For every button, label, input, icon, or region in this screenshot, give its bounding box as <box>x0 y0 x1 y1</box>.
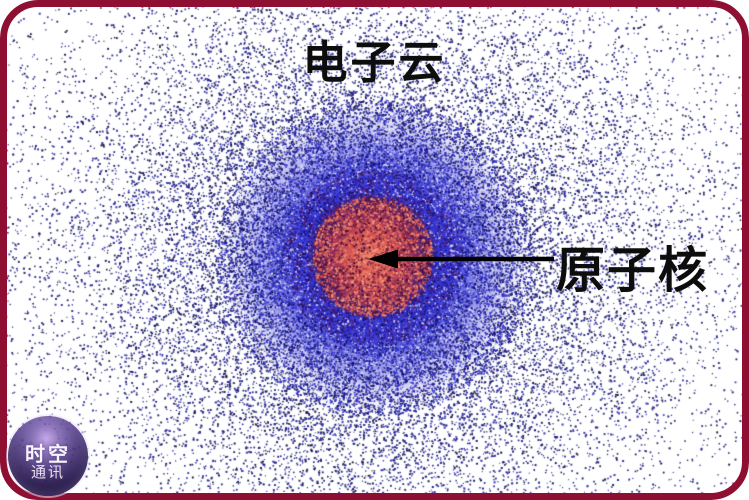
watermark-line1: 时空 <box>25 443 71 466</box>
watermark-line2: 通讯 <box>30 464 65 481</box>
nucleus-label: 原子核 <box>556 244 710 298</box>
figure-title: 电子云 <box>302 37 447 88</box>
nucleus-arrow-icon <box>368 249 554 269</box>
watermark-logo: 时空 通讯 <box>8 416 88 496</box>
